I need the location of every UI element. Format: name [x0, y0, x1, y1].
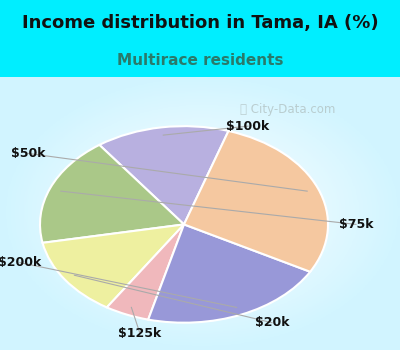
- Text: $20k: $20k: [255, 316, 289, 329]
- Wedge shape: [99, 126, 228, 224]
- Wedge shape: [42, 224, 184, 307]
- Text: $200k: $200k: [0, 256, 42, 269]
- Wedge shape: [107, 224, 184, 320]
- Text: $75k: $75k: [339, 218, 373, 231]
- Wedge shape: [184, 131, 328, 272]
- Text: $100k: $100k: [226, 120, 270, 133]
- Text: $125k: $125k: [118, 327, 162, 340]
- Wedge shape: [148, 224, 310, 323]
- Text: $50k: $50k: [11, 147, 45, 160]
- Text: Income distribution in Tama, IA (%): Income distribution in Tama, IA (%): [22, 14, 378, 32]
- Wedge shape: [40, 145, 184, 243]
- Text: Multirace residents: Multirace residents: [117, 52, 283, 68]
- Text: ⓘ City-Data.com: ⓘ City-Data.com: [240, 103, 336, 116]
